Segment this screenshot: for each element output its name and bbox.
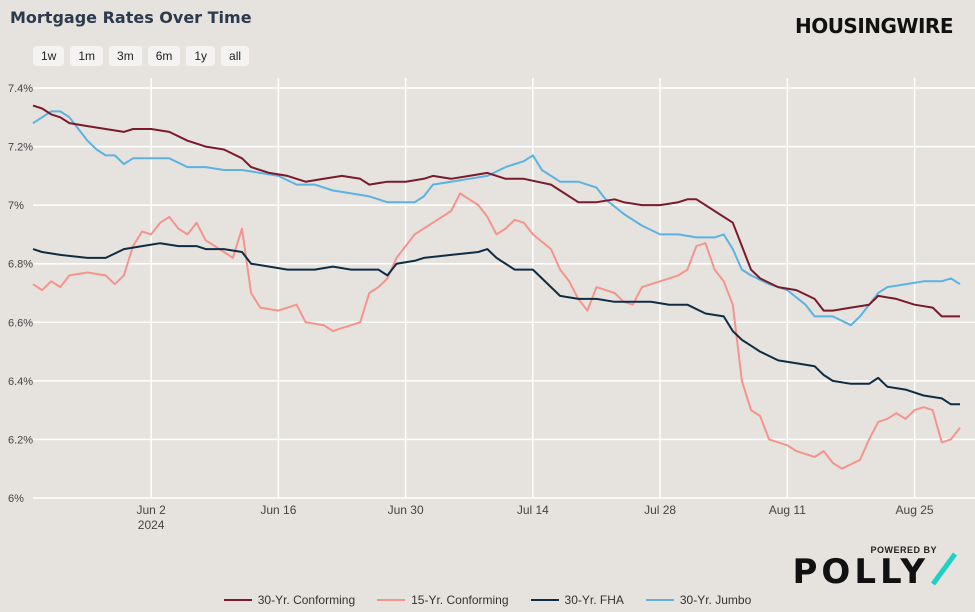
legend-swatch xyxy=(645,599,674,601)
legend-swatch xyxy=(530,599,559,601)
x-tick-sublabel: 2024 xyxy=(138,518,165,532)
y-tick-label: 6.6% xyxy=(8,317,33,329)
y-tick-label: 7.4% xyxy=(8,83,33,95)
legend-item-30yr-fha[interactable]: 30-Yr. FHA xyxy=(530,593,624,607)
x-tick-label: Jun 2 xyxy=(136,503,166,517)
range-button-6m[interactable]: 6m xyxy=(147,46,181,66)
legend-item-30yr-conforming[interactable]: 30-Yr. Conforming xyxy=(223,593,356,607)
polly-slash-icon xyxy=(930,552,958,586)
series-lines xyxy=(32,104,961,470)
x-tick-label: Jun 30 xyxy=(388,503,424,517)
legend-swatch xyxy=(377,599,406,601)
powered-by-label: POWERED BY xyxy=(870,545,937,555)
y-tick-label: 6% xyxy=(8,493,24,505)
chart-legend: 30-Yr. Conforming 15-Yr. Conforming 30-Y… xyxy=(0,593,975,607)
legend-swatch xyxy=(223,599,252,601)
x-tick-label: Jul 28 xyxy=(644,503,676,517)
range-button-3m[interactable]: 3m xyxy=(109,46,142,66)
legend-label: 30-Yr. FHA xyxy=(564,593,624,607)
y-tick-label: 7% xyxy=(8,200,24,212)
legend-item-15yr-conforming[interactable]: 15-Yr. Conforming xyxy=(377,593,509,607)
series-line-30-yr-fha[interactable] xyxy=(32,242,960,406)
series-line-30-yr-conforming[interactable] xyxy=(32,104,960,318)
legend-label: 15-Yr. Conforming xyxy=(411,593,509,607)
chart-title: Mortgage Rates Over Time xyxy=(10,8,252,27)
y-tick-label: 6.2% xyxy=(8,434,33,446)
x-tick-label: Jun 16 xyxy=(260,503,296,517)
y-axis: 6% 6.2% 6.4% 6.6% 6.8% 7% 7.2% 7.4% xyxy=(8,83,33,505)
legend-label: 30-Yr. Jumbo xyxy=(679,593,752,607)
range-button-1y[interactable]: 1y xyxy=(186,46,216,66)
y-tick-label: 6.8% xyxy=(8,259,33,271)
series-line-30-yr-jumbo[interactable] xyxy=(32,110,961,327)
x-tick-label: Jul 14 xyxy=(517,503,549,517)
housingwire-logo: HOUSINGWIRE xyxy=(794,14,954,38)
x-tick-label: Aug 25 xyxy=(896,503,934,517)
x-tick-label: Aug 11 xyxy=(769,503,806,517)
legend-item-30yr-jumbo[interactable]: 30-Yr. Jumbo xyxy=(645,593,752,607)
range-button-all[interactable]: all xyxy=(221,46,250,66)
line-chart: 6%6.2%6.4%6.6%6.8%7%7.2%7.4% Jun 22024Ju… xyxy=(8,78,975,532)
range-selector: 1w 1m 3m 6m 1y all xyxy=(33,46,250,66)
polly-logo: POLLY xyxy=(792,552,929,592)
range-button-1m[interactable]: 1m xyxy=(70,46,104,66)
grid-lines xyxy=(33,78,975,499)
legend-label: 30-Yr. Conforming xyxy=(257,593,356,607)
y-tick-label: 7.2% xyxy=(8,142,33,154)
range-button-1w[interactable]: 1w xyxy=(33,46,65,66)
y-tick-label: 6.4% xyxy=(8,376,33,388)
series-line-15-yr-conforming[interactable] xyxy=(32,192,961,470)
